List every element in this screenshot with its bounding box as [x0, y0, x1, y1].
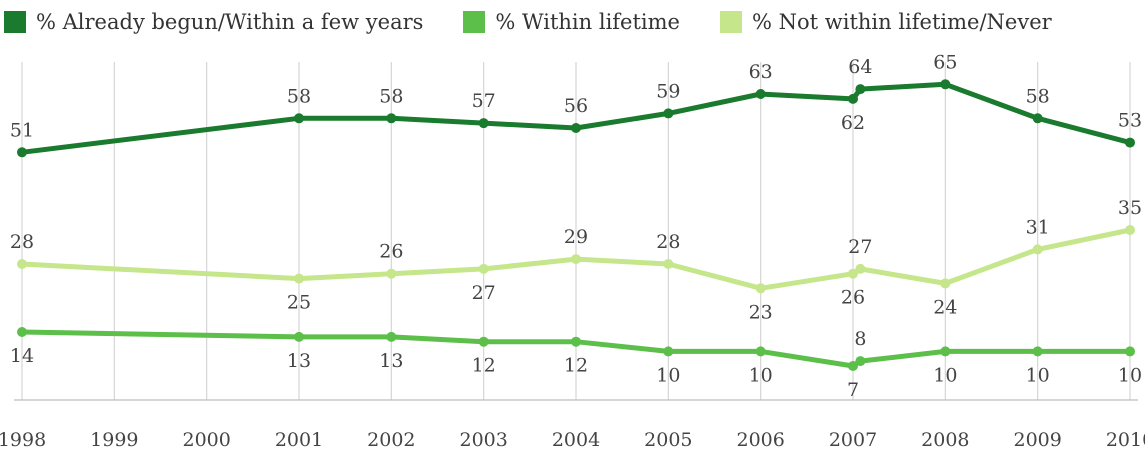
- data-point-already-begun-1: [294, 113, 304, 124]
- data-label-within-lifetime-5: 10: [656, 364, 680, 386]
- data-point-already-begun-6: [755, 89, 766, 99]
- data-label-not-within-lifetime-5: 28: [656, 231, 680, 253]
- data-point-already-begun-5: [663, 108, 674, 119]
- data-point-not-within-lifetime-5: [663, 259, 674, 269]
- data-point-already-begun-3: [478, 118, 489, 129]
- data-label-not-within-lifetime-6: 23: [749, 301, 773, 323]
- data-point-within-lifetime-11: [1125, 346, 1135, 357]
- data-label-not-within-lifetime-11: 35: [1118, 197, 1142, 219]
- data-label-already-begun-8: 64: [848, 56, 872, 78]
- legend-swatch-within-lifetime: [463, 11, 486, 33]
- data-label-already-begun-4: 56: [564, 95, 588, 117]
- data-point-already-begun-7: [848, 93, 858, 104]
- data-label-within-lifetime-3: 12: [472, 355, 496, 377]
- data-label-within-lifetime-8: 8: [854, 328, 866, 350]
- data-label-within-lifetime-4: 12: [564, 355, 588, 377]
- legend-swatch-already-begun: [4, 11, 26, 33]
- data-label-already-begun-5: 59: [656, 80, 680, 102]
- data-point-within-lifetime-3: [478, 336, 489, 347]
- data-label-within-lifetime-9: 10: [933, 364, 957, 386]
- data-label-not-within-lifetime-0: 28: [10, 231, 34, 253]
- data-label-already-begun-0: 51: [10, 119, 34, 141]
- series-line-within-lifetime: [19, 329, 1133, 369]
- data-point-within-lifetime-1: [294, 331, 304, 342]
- data-point-not-within-lifetime-3: [478, 263, 489, 274]
- data-label-already-begun-10: 58: [1026, 85, 1050, 107]
- legend-item-not-within-lifetime: % Not within lifetime/Never: [719, 10, 1052, 34]
- data-label-within-lifetime-10: 10: [1026, 364, 1050, 386]
- x-tick-label-2007: 2007: [829, 429, 877, 451]
- data-label-not-within-lifetime-8: 27: [848, 236, 872, 258]
- data-point-within-lifetime-8: [855, 356, 866, 367]
- data-label-already-begun-6: 63: [749, 61, 773, 83]
- x-tick-label-2005: 2005: [644, 429, 692, 451]
- legend-label-already-begun: % Already begun/Within a few years: [36, 10, 424, 34]
- data-label-not-within-lifetime-7: 26: [841, 287, 865, 309]
- data-label-not-within-lifetime-9: 24: [933, 296, 957, 318]
- data-label-not-within-lifetime-1: 25: [287, 292, 311, 314]
- data-label-within-lifetime-6: 10: [749, 364, 773, 386]
- x-tick-label-2001: 2001: [275, 429, 323, 451]
- data-point-within-lifetime-0: [17, 327, 27, 337]
- data-label-not-within-lifetime-4: 29: [564, 226, 588, 248]
- data-label-not-within-lifetime-10: 31: [1026, 216, 1050, 238]
- data-point-already-begun-0: [17, 147, 27, 158]
- data-point-within-lifetime-7: [848, 361, 858, 371]
- data-label-already-begun-11: 53: [1118, 110, 1142, 132]
- data-point-not-within-lifetime-7: [848, 268, 858, 279]
- data-point-not-within-lifetime-2: [386, 268, 397, 279]
- x-tick-label-2006: 2006: [736, 429, 784, 451]
- x-tick-label-2009: 2009: [1013, 429, 1061, 451]
- data-label-not-within-lifetime-3: 27: [472, 282, 496, 304]
- data-point-not-within-lifetime-8: [855, 263, 866, 274]
- data-label-already-begun-2: 58: [379, 85, 403, 107]
- series-line-already-begun: [19, 81, 1133, 155]
- legend-label-not-within-lifetime: % Not within lifetime/Never: [751, 10, 1052, 34]
- legend-label-within-lifetime: % Within lifetime: [495, 10, 680, 34]
- data-label-within-lifetime-2: 13: [379, 350, 403, 372]
- data-label-within-lifetime-1: 13: [287, 350, 311, 372]
- data-point-not-within-lifetime-1: [294, 273, 304, 284]
- data-point-within-lifetime-10: [1032, 346, 1043, 357]
- x-tick-label-2000: 2000: [182, 429, 230, 451]
- data-point-within-lifetime-6: [755, 346, 766, 357]
- data-point-already-begun-4: [571, 123, 581, 133]
- data-point-not-within-lifetime-11: [1125, 225, 1135, 235]
- data-point-within-lifetime-2: [386, 331, 397, 342]
- data-point-already-begun-2: [386, 113, 397, 124]
- data-point-not-within-lifetime-0: [17, 259, 27, 269]
- legend-item-within-lifetime: % Within lifetime: [463, 10, 680, 34]
- x-tick-label-1998: 1998: [0, 429, 46, 451]
- data-label-within-lifetime-7: 7: [847, 379, 859, 401]
- data-point-already-begun-11: [1125, 137, 1135, 148]
- data-point-already-begun-9: [940, 79, 951, 90]
- data-label-within-lifetime-11: 10: [1118, 364, 1142, 386]
- data-label-already-begun-1: 58: [287, 85, 311, 107]
- x-tick-label-2003: 2003: [459, 429, 507, 451]
- x-tick-label-2008: 2008: [921, 429, 969, 451]
- data-point-not-within-lifetime-10: [1032, 244, 1043, 255]
- data-point-not-within-lifetime-4: [571, 254, 581, 265]
- legend-item-already-begun: % Already begun/Within a few years: [4, 10, 423, 34]
- series-line-not-within-lifetime: [19, 227, 1133, 291]
- data-point-already-begun-10: [1032, 113, 1043, 124]
- data-label-within-lifetime-0: 14: [10, 345, 34, 367]
- x-tick-label-2004: 2004: [552, 429, 600, 451]
- legend-swatch-not-within-lifetime: [719, 11, 742, 33]
- data-label-already-begun-3: 57: [472, 90, 496, 112]
- data-label-not-within-lifetime-2: 26: [379, 241, 403, 263]
- data-point-not-within-lifetime-6: [755, 283, 766, 294]
- data-point-not-within-lifetime-9: [940, 278, 951, 289]
- data-label-already-begun-9: 65: [933, 51, 957, 73]
- data-label-already-begun-7: 62: [841, 112, 865, 134]
- x-tick-label-2002: 2002: [367, 429, 415, 451]
- x-tick-label-2010: 2010: [1106, 429, 1145, 451]
- x-tick-label-1999: 1999: [90, 429, 138, 451]
- data-point-within-lifetime-9: [940, 346, 951, 357]
- chart-legend: % Already begun/Within a few years % Wit…: [4, 6, 1092, 38]
- data-point-within-lifetime-5: [663, 346, 674, 357]
- data-point-already-begun-8: [855, 84, 866, 95]
- data-point-within-lifetime-4: [571, 336, 581, 347]
